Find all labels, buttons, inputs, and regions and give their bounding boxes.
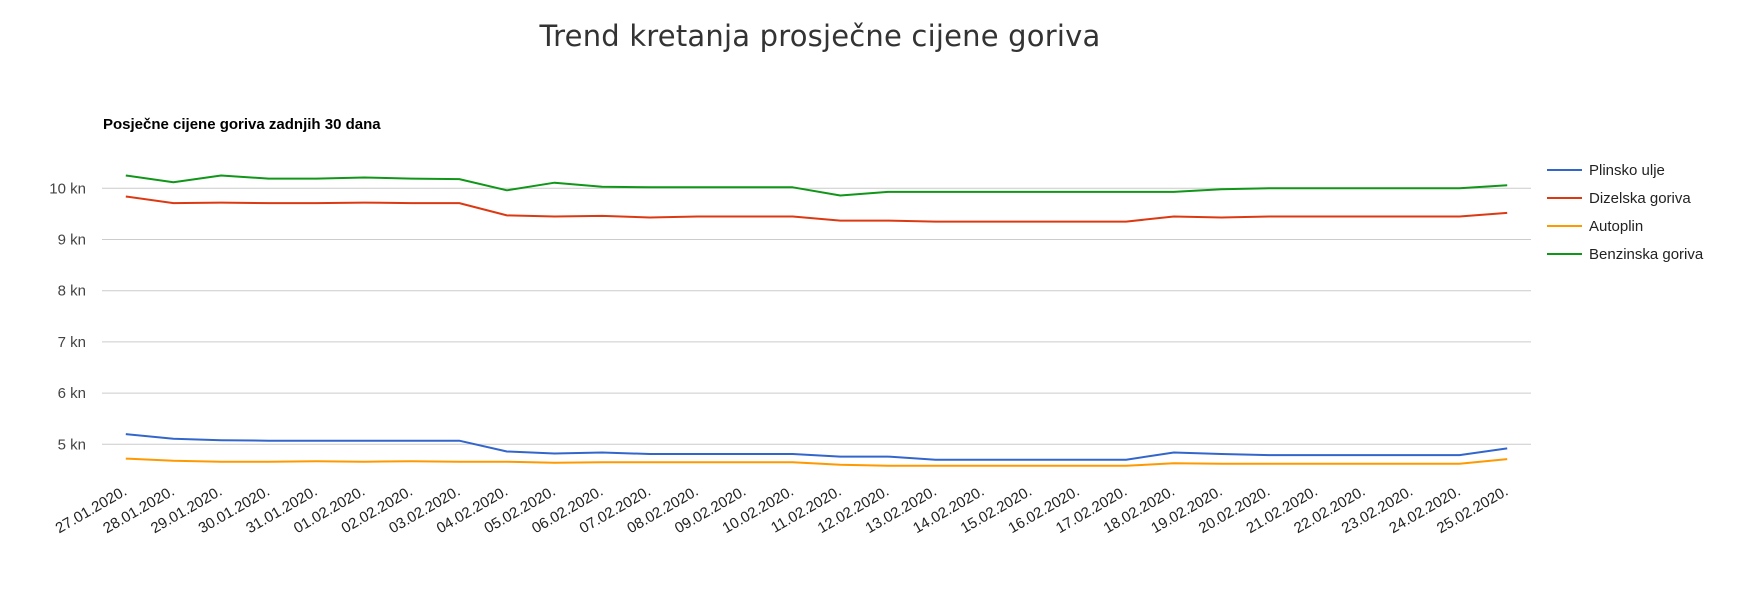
- y-tick-label: 7 kn: [58, 334, 86, 351]
- chart-title: Posječne cijene goriva zadnjih 30 dana: [103, 116, 381, 133]
- gridlines: [102, 187, 1531, 445]
- series-line-plinsko-ulje[interactable]: [125, 433, 1508, 461]
- series-line-dizelska-goriva[interactable]: [125, 195, 1508, 223]
- series-line-benzinska-goriva[interactable]: [125, 174, 1508, 197]
- legend-label: Plinsko ulje: [1589, 162, 1665, 179]
- x-axis-labels: 27.01.2020.28.01.2020.29.01.2020.30.01.2…: [53, 483, 1511, 537]
- legend-label: Dizelska goriva: [1589, 190, 1691, 207]
- y-tick-label: 5 kn: [58, 436, 86, 453]
- series-lines: [125, 174, 1508, 467]
- series-line-autoplin[interactable]: [125, 457, 1508, 467]
- y-axis-labels: 5 kn 6 kn 7 kn 8 kn 9 kn 10 kn: [49, 180, 86, 453]
- y-tick-label: 10 kn: [49, 180, 86, 197]
- legend-label: Autoplin: [1589, 218, 1643, 235]
- legend: Plinsko ulje Dizelska goriva Autoplin Benzi…: [1547, 162, 1704, 263]
- y-tick-label: 8 kn: [58, 283, 86, 300]
- y-tick-label: 6 kn: [58, 385, 86, 402]
- legend-label: Benzinska goriva: [1589, 246, 1704, 263]
- legend-item[interactable]: Dizelska goriva: [1547, 190, 1691, 207]
- legend-item[interactable]: Autoplin: [1547, 218, 1643, 235]
- y-tick-label: 9 kn: [58, 232, 86, 249]
- page-title: Trend kretanja prosječne cijene goriva: [539, 19, 1101, 53]
- legend-item[interactable]: Plinsko ulje: [1547, 162, 1665, 179]
- legend-item[interactable]: Benzinska goriva: [1547, 246, 1704, 263]
